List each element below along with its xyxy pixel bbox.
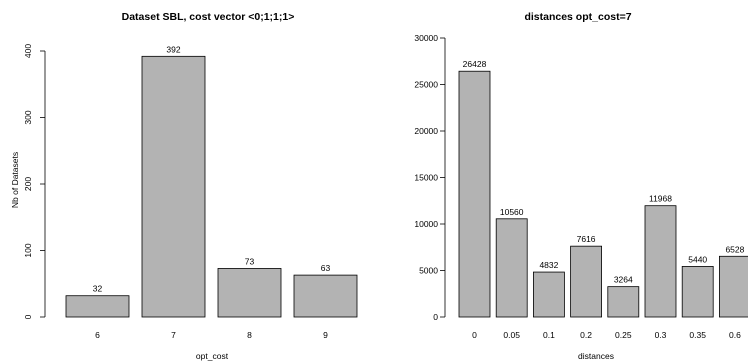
bar xyxy=(458,70,491,318)
y-tick-label: 300 xyxy=(23,110,33,124)
data-label: 6528 xyxy=(725,244,744,254)
data-label: 26428 xyxy=(463,59,487,69)
bar xyxy=(570,245,602,318)
x-tick-label: 0.25 xyxy=(615,330,632,340)
bars: 32 6 392 7 73 8 63 9 xyxy=(65,44,358,340)
data-label: 11968 xyxy=(649,194,672,204)
bar xyxy=(644,205,677,318)
y-tick-label: 10000 xyxy=(414,219,438,229)
x-tick-label: 0.35 xyxy=(689,330,706,340)
chart-title: Dataset SBL, cost vector <0;1;1;1> xyxy=(122,11,295,23)
y-axis-label: Nb of Datasets xyxy=(10,152,20,208)
y-axis: 0 5000 10000 15000 20000 25000 30000 xyxy=(414,33,446,322)
bar xyxy=(607,286,640,318)
data-label: 63 xyxy=(321,263,331,273)
x-tick-label: 0.2 xyxy=(580,330,592,340)
data-label: 32 xyxy=(93,284,103,294)
x-tick-label: 0.1 xyxy=(543,330,555,340)
data-label: 392 xyxy=(166,44,180,54)
y-tick-label: 15000 xyxy=(414,173,438,183)
x-tick-label: 6 xyxy=(95,330,100,340)
bars: 26428 0 10560 0.05 4832 0.1 7616 0.2 3264 0.25 119… xyxy=(458,59,748,340)
bar xyxy=(293,274,358,318)
y-tick-label: 200 xyxy=(23,177,33,191)
bar xyxy=(141,55,206,318)
x-tick-label: 9 xyxy=(323,330,328,340)
y-tick-label: 20000 xyxy=(414,126,438,136)
x-tick-label: 8 xyxy=(247,330,252,340)
bar xyxy=(65,295,130,318)
y-tick-label: 0 xyxy=(433,312,438,322)
data-label: 4832 xyxy=(539,260,558,270)
y-tick-label: 5000 xyxy=(419,266,438,276)
bar xyxy=(681,266,714,318)
chart-opt-cost: Dataset SBL, cost vector <0;1;1;1> opt_c… xyxy=(10,11,358,361)
x-tick-label: 7 xyxy=(171,330,176,340)
x-axis-label: distances xyxy=(578,351,614,361)
y-tick-label: 400 xyxy=(23,44,33,58)
x-tick-label: 0.05 xyxy=(503,330,520,340)
data-label: 73 xyxy=(245,256,255,266)
data-label: 10560 xyxy=(500,207,524,217)
chart-distances: distances opt_cost=7 distances 0 5000 1000… xyxy=(414,11,748,361)
y-axis: 0 100 200 300 400 xyxy=(23,44,46,319)
bar xyxy=(533,271,565,318)
bar xyxy=(719,255,748,318)
bar xyxy=(495,218,528,318)
y-tick-label: 100 xyxy=(23,243,33,257)
x-tick-label: 0 xyxy=(472,330,477,340)
y-tick-label: 0 xyxy=(23,314,33,319)
y-tick-label: 30000 xyxy=(414,33,438,43)
x-tick-label: 0.3 xyxy=(655,330,667,340)
bar xyxy=(217,268,282,318)
chart-title: distances opt_cost=7 xyxy=(524,11,631,23)
data-label: 5440 xyxy=(688,254,707,264)
data-label: 3264 xyxy=(614,275,633,285)
x-axis-label: opt_cost xyxy=(196,351,229,361)
data-label: 7616 xyxy=(577,234,596,244)
x-tick-label: 0.6 xyxy=(729,330,741,340)
y-tick-label: 25000 xyxy=(414,80,438,90)
